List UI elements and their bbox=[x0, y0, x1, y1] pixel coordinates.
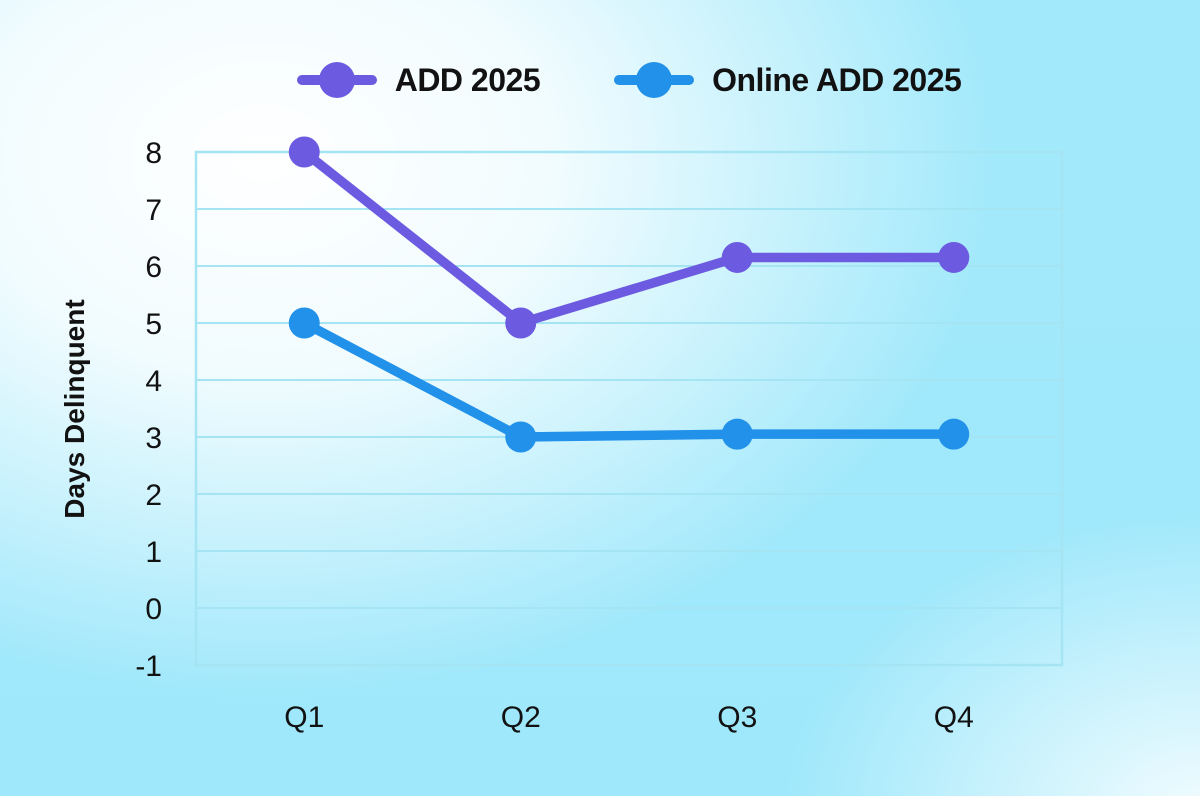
legend-item-online-add-2025: Online ADD 2025 bbox=[614, 61, 962, 99]
data-point-add-2025-q2 bbox=[505, 307, 537, 339]
y-tick-label: 5 bbox=[145, 308, 162, 341]
legend-marker-icon bbox=[296, 62, 377, 98]
series-line-add-2025 bbox=[299, 147, 959, 328]
y-tick-label: 3 bbox=[145, 422, 162, 455]
data-point-online-add-2025-q4 bbox=[938, 418, 970, 450]
data-point-add-2025-q3 bbox=[721, 241, 753, 273]
legend-dot-icon bbox=[318, 62, 355, 98]
y-tick-label: 4 bbox=[145, 365, 162, 398]
legend-label: Online ADD 2025 bbox=[712, 61, 962, 98]
data-point-online-add-2025-q2 bbox=[505, 421, 537, 453]
y-tick-label: 2 bbox=[145, 479, 162, 512]
y-tick-label: 6 bbox=[145, 251, 162, 284]
x-tick-label-q3: Q3 bbox=[717, 701, 757, 734]
y-tick-label: -1 bbox=[135, 650, 162, 683]
legend: ADD 2025 Online ADD 2025 bbox=[196, 54, 1062, 106]
data-point-add-2025-q1 bbox=[288, 136, 320, 168]
data-point-online-add-2025-q3 bbox=[721, 418, 753, 450]
data-point-online-add-2025-q1 bbox=[288, 307, 320, 339]
data-point-add-2025-q4 bbox=[938, 241, 970, 273]
legend-item-add-2025: ADD 2025 bbox=[296, 61, 541, 99]
x-tick-label-q2: Q2 bbox=[501, 701, 541, 734]
y-tick-label: 0 bbox=[145, 593, 162, 626]
y-tick-label: 1 bbox=[145, 536, 162, 569]
y-tick-label: 8 bbox=[145, 137, 162, 170]
x-tick-label-q4: Q4 bbox=[934, 701, 974, 734]
legend-marker-icon bbox=[614, 62, 695, 98]
x-tick-label-q1: Q1 bbox=[284, 701, 324, 734]
plot-border bbox=[194, 150, 1064, 667]
legend-dot-icon bbox=[636, 62, 673, 98]
y-tick-label: 7 bbox=[145, 194, 162, 227]
series-line-online-add-2025 bbox=[299, 318, 959, 442]
legend-label: ADD 2025 bbox=[394, 61, 541, 98]
